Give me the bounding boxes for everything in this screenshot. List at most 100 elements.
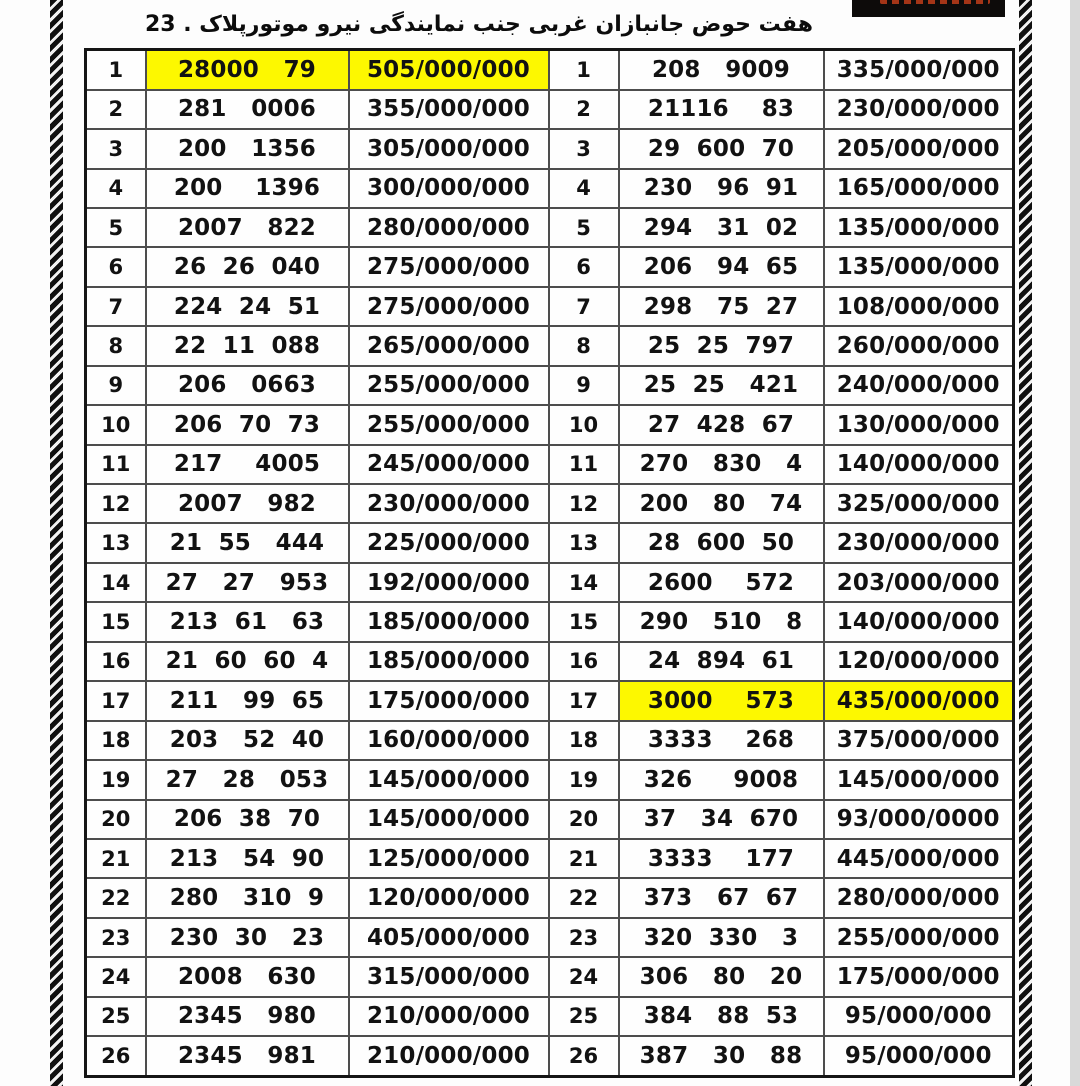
price-cell-right: 205/000/000 [822, 128, 1015, 170]
row-number-cell-left: 23 [84, 916, 147, 959]
price-cell-right: 435/000/000 [822, 680, 1015, 722]
price-cell-left: 145/000/000 [347, 759, 550, 801]
price-cell-left: 185/000/000 [347, 601, 550, 643]
plate-number-cell-right: 373 67 67 [617, 877, 825, 919]
price-cell-left: 300/000/000 [347, 167, 550, 209]
row-number-cell-left: 16 [84, 640, 147, 683]
plate-number-cell-right: 320 330 3 [617, 916, 825, 959]
price-cell-left: 160/000/000 [347, 719, 550, 762]
row-number-cell-right: 3 [547, 128, 620, 170]
plate-number-cell-left: 2345 981 [144, 1035, 350, 1078]
plate-number-cell-left: 213 61 63 [144, 601, 350, 643]
table-row: 6 26 26 040 275/000/000 6 206 94 65 135/000/0… [84, 246, 1015, 288]
watermark-box [852, 0, 1005, 17]
row-number-cell-right: 26 [547, 1035, 620, 1078]
price-cell-right: 260/000/000 [822, 325, 1015, 367]
table-row: 1 28000 79 505/000/000 1 208 9009 335/000/000 [84, 48, 1015, 91]
row-number-cell-left: 14 [84, 561, 147, 604]
price-cell-right: 130/000/000 [822, 404, 1015, 446]
plate-number-cell-left: 224 24 51 [144, 285, 350, 328]
plate-number-cell-right: 294 31 02 [617, 206, 825, 249]
row-number-cell-right: 7 [547, 285, 620, 328]
watermark-red-marks [880, 0, 990, 4]
table-row: 21 213 54 90 125/000/000 21 3333 177 445/000/… [84, 837, 1015, 880]
plate-number-cell-left: 206 70 73 [144, 404, 350, 446]
price-cell-right: 93/000/0000 [822, 798, 1015, 840]
row-number-cell-right: 19 [547, 759, 620, 801]
table-row: 10 206 70 73 255/000/000 10 27 428 67 130/000… [84, 404, 1015, 446]
price-cell-right: 203/000/000 [822, 561, 1015, 604]
table-row: 16 21 60 60 4 185/000/000 16 24 894 61 120/00… [84, 640, 1015, 683]
plate-number-cell-left: 2007 822 [144, 206, 350, 249]
table-row: 9 206 0663 255/000/000 9 25 25 421 240/000/00… [84, 364, 1015, 407]
plate-number-cell-right: 37 34 670 [617, 798, 825, 840]
row-number-cell-left: 9 [84, 364, 147, 407]
price-cell-right: 135/000/000 [822, 206, 1015, 249]
row-number-cell-right: 11 [547, 443, 620, 486]
row-number-cell-left: 15 [84, 601, 147, 643]
row-number-cell-left: 17 [84, 680, 147, 722]
plate-number-cell-right: 387 30 88 [617, 1035, 825, 1078]
row-number-cell-right: 10 [547, 404, 620, 446]
plate-number-cell-left: 217 4005 [144, 443, 350, 486]
row-number-cell-left: 4 [84, 167, 147, 209]
row-number-cell-left: 6 [84, 246, 147, 288]
price-cell-left: 255/000/000 [347, 364, 550, 407]
row-number-cell-right: 17 [547, 680, 620, 722]
plate-number-cell-left: 28000 79 [144, 48, 350, 91]
row-number-cell-right: 12 [547, 483, 620, 525]
price-cell-right: 445/000/000 [822, 837, 1015, 880]
price-cell-right: 230/000/000 [822, 88, 1015, 131]
plate-number-cell-left: 2345 980 [144, 995, 350, 1038]
price-cell-left: 280/000/000 [347, 206, 550, 249]
row-number-cell-right: 9 [547, 364, 620, 407]
plate-number-cell-left: 230 30 23 [144, 916, 350, 959]
price-cell-left: 355/000/000 [347, 88, 550, 131]
table-row: 8 22 11 088 265/000/000 8 25 25 797 260/000/0… [84, 325, 1015, 367]
price-cell-left: 225/000/000 [347, 522, 550, 564]
row-number-cell-left: 12 [84, 483, 147, 525]
plate-number-cell-right: 25 25 797 [617, 325, 825, 367]
row-number-cell-left: 26 [84, 1035, 147, 1078]
row-number-cell-right: 25 [547, 995, 620, 1038]
row-number-cell-left: 20 [84, 798, 147, 840]
left-striped-border [50, 0, 63, 1086]
row-number-cell-right: 4 [547, 167, 620, 209]
table-row: 12 2007 982 230/000/000 12 200 80 74 325/000/… [84, 483, 1015, 525]
row-number-cell-right: 8 [547, 325, 620, 367]
price-cell-left: 210/000/000 [347, 995, 550, 1038]
row-number-cell-left: 13 [84, 522, 147, 564]
price-cell-left: 120/000/000 [347, 877, 550, 919]
plate-number-cell-right: 298 75 27 [617, 285, 825, 328]
price-cell-right: 140/000/000 [822, 601, 1015, 643]
plate-number-cell-left: 213 54 90 [144, 837, 350, 880]
plate-number-cell-left: 22 11 088 [144, 325, 350, 367]
table-row: 18 203 52 40 160/000/000 18 3333 268 375/000/… [84, 719, 1015, 762]
price-cell-right: 255/000/000 [822, 916, 1015, 959]
row-number-cell-right: 5 [547, 206, 620, 249]
table-row: 11 217 4005 245/000/000 11 270 830 4 140/000/… [84, 443, 1015, 486]
price-cell-left: 275/000/000 [347, 246, 550, 288]
plate-number-cell-left: 26 26 040 [144, 246, 350, 288]
plate-number-cell-left: 203 52 40 [144, 719, 350, 762]
plate-number-cell-left: 280 310 9 [144, 877, 350, 919]
plate-number-cell-left: 211 99 65 [144, 680, 350, 722]
table-row: 26 2345 981 210/000/000 26 387 30 88 95/000/0… [84, 1035, 1015, 1078]
row-number-cell-left: 21 [84, 837, 147, 880]
table-row: 13 21 55 444 225/000/000 13 28 600 50 230/000… [84, 522, 1015, 564]
price-cell-left: 210/000/000 [347, 1035, 550, 1078]
price-cell-left: 275/000/000 [347, 285, 550, 328]
plate-number-cell-right: 3000 573 [617, 680, 825, 722]
price-cell-right: 375/000/000 [822, 719, 1015, 762]
row-number-cell-left: 25 [84, 995, 147, 1038]
price-cell-left: 315/000/000 [347, 956, 550, 998]
price-cell-left: 185/000/000 [347, 640, 550, 683]
price-cell-left: 305/000/000 [347, 128, 550, 170]
price-cell-right: 145/000/000 [822, 759, 1015, 801]
row-number-cell-right: 14 [547, 561, 620, 604]
table-row: 5 2007 822 280/000/000 5 294 31 02 135/000/00… [84, 206, 1015, 249]
plate-number-cell-right: 21116 83 [617, 88, 825, 131]
table-row: 14 27 27 953 192/000/000 14 2600 572 203/000/… [84, 561, 1015, 604]
plate-number-cell-left: 206 0663 [144, 364, 350, 407]
table-row: 25 2345 980 210/000/000 25 384 88 53 95/000/0… [84, 995, 1015, 1038]
